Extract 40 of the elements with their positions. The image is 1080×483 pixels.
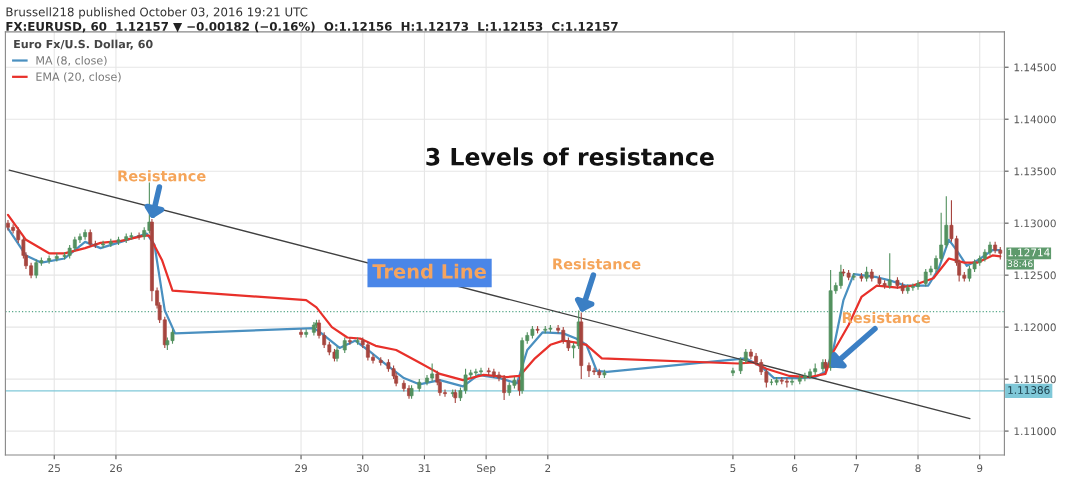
y-tick-label: 1.13000 <box>1014 219 1056 228</box>
y-tick-label: 1.12500 <box>1014 271 1056 280</box>
candlestick <box>299 328 303 339</box>
x-tick-label: 30 <box>356 464 369 473</box>
candlestick <box>790 377 794 386</box>
x-tick-label: 29 <box>295 464 307 473</box>
legend-label: EMA (20, close) <box>36 72 121 83</box>
annotation: Resistance <box>553 258 641 270</box>
annotation: 3 Levels of resistance <box>426 147 714 166</box>
x-tick-label: 31 <box>418 464 431 473</box>
x-tick-label: 9 <box>977 464 983 473</box>
candlestick <box>887 252 892 290</box>
y-tick-label: 1.13500 <box>1014 167 1056 176</box>
candlestick <box>47 254 51 265</box>
y-tick-label: 1.11500 <box>1014 375 1056 384</box>
text: 1.12714 <box>1008 248 1050 257</box>
x-tick-label: 25 <box>48 464 60 473</box>
annotation: Resistance <box>118 170 206 182</box>
chart-title: Brussell218 published October 03, 2016 19:21 UTC <box>6 7 308 19</box>
text: 38:46 <box>1007 260 1033 268</box>
y-tick-label: 1.14000 <box>1014 115 1056 124</box>
x-tick-label: 2 <box>545 464 551 472</box>
chart-subtitle: FX:EURUSD, 60 1.12157 ▼ −0.00182 (−0.16%) O:1.12156 H:1.12173 L:1.12153 C:1.12157 <box>6 21 618 33</box>
candlestick <box>401 379 406 393</box>
x-tick-label: 7 <box>853 464 859 472</box>
y-tick-label: 1.14500 <box>1014 63 1056 72</box>
x-tick-label: 26 <box>110 464 122 473</box>
x-tick-label: 8 <box>915 464 921 473</box>
x-tick-label: 6 <box>792 464 798 473</box>
candlestick <box>137 231 141 241</box>
annotation: Trend Line <box>372 263 486 279</box>
legend-title: Euro Fx/U.S. Dollar, 60 <box>14 39 153 50</box>
y-tick-label: 1.12000 <box>1014 323 1056 332</box>
ref-line-label: 1.11386 <box>1008 386 1050 394</box>
x-tick-label: Sep <box>477 464 496 475</box>
candlestick <box>347 336 352 346</box>
x-tick-label: 5 <box>730 464 736 473</box>
y-tick-label: 1.11000 <box>1014 427 1056 436</box>
candlestick <box>101 240 105 249</box>
legend-label: MA (8, close) <box>36 55 107 66</box>
